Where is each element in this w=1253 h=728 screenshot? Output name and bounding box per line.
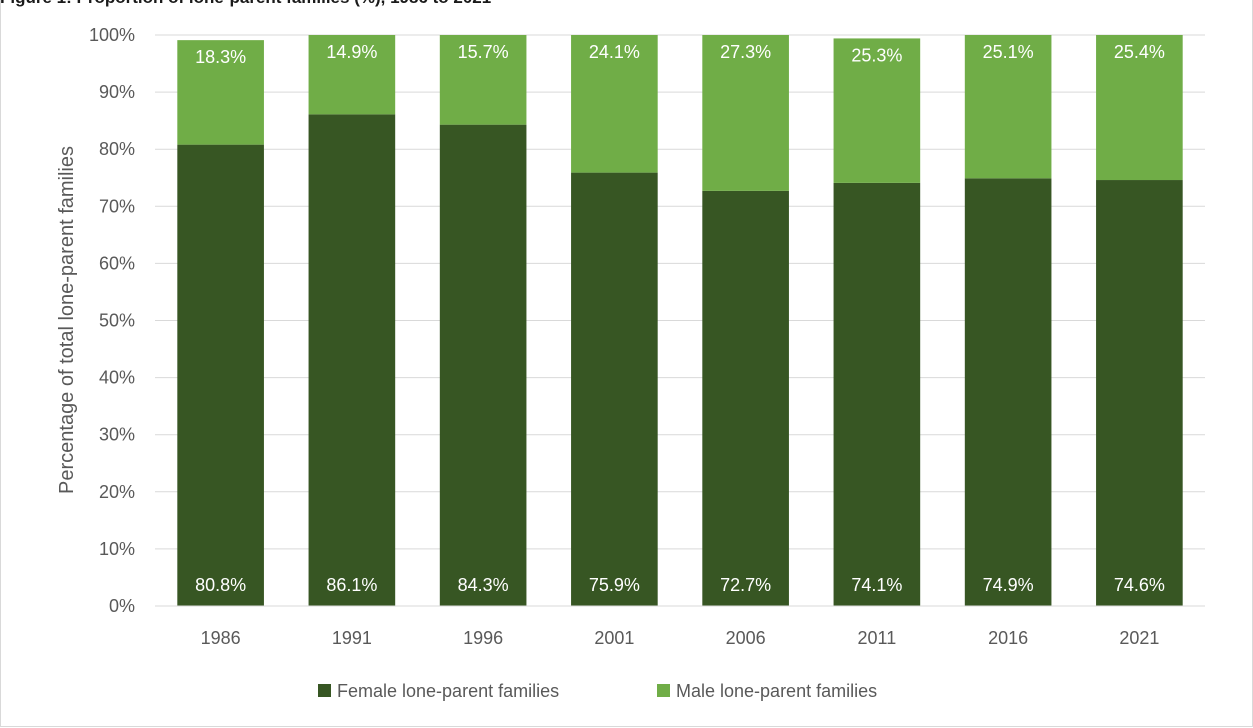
data-label-male: 27.3% [720,42,771,62]
y-tick-label: 0% [109,596,135,616]
x-tick-label: 1996 [463,628,503,648]
bar-male [439,35,527,125]
data-label-female: 86.1% [326,575,377,595]
data-label-male: 14.9% [326,42,377,62]
y-axis-label: Percentage of total lone-parent families [56,146,78,494]
data-label-female: 72.7% [720,575,771,595]
data-label-male: 25.1% [983,42,1034,62]
y-tick-label: 40% [99,368,135,388]
bar-male [177,40,264,145]
bar-female [177,144,264,606]
bar-female [1096,180,1183,606]
y-tick-label: 100% [89,25,135,45]
bar-female [308,114,396,606]
data-label-male: 15.7% [458,42,509,62]
bars [177,35,1183,607]
x-tick-label: 1986 [201,628,241,648]
data-label-female: 74.6% [1114,575,1165,595]
legend-label-male: Male lone-parent families [676,681,877,701]
data-label-female: 84.3% [458,575,509,595]
bar-male [964,35,1052,179]
legend-swatch-female [318,684,331,697]
bar-male [308,35,396,115]
data-label-female: 74.1% [851,575,902,595]
data-label-male: 24.1% [589,42,640,62]
legend-label-female: Female lone-parent families [337,681,559,701]
data-label-male: 25.3% [851,45,902,65]
y-tick-label: 20% [99,482,135,502]
data-label-female: 74.9% [983,575,1034,595]
data-label-male: 25.4% [1114,42,1165,62]
y-tick-label: 80% [99,139,135,159]
data-labels: 80.8% 18.3% 86.1% 14.9% 84.3% 15.7% 75.9% 24.1%… [195,42,1165,595]
data-label-female: 75.9% [589,575,640,595]
bar-female [439,124,527,606]
y-tick-label: 90% [99,82,135,102]
x-tick-label: 2016 [988,628,1028,648]
x-tick-label: 2001 [594,628,634,648]
legend-swatch-male [657,684,670,697]
bar-male [833,38,921,183]
bar-female [964,178,1052,607]
bar-male [1096,35,1183,181]
x-tick-label: 1991 [332,628,372,648]
x-tick-label: 2006 [726,628,766,648]
y-tick-label: 60% [99,253,135,273]
axes: 0% 10% 20% 30% 40% 50% 60% 70% 80% 90% 100% 1986 199… [89,25,1205,648]
data-label-female: 80.8% [195,575,246,595]
legend: Female lone-parent families Male lone-par… [318,681,877,701]
x-tick-label: 2011 [858,628,897,648]
y-tick-label: 10% [99,539,135,559]
y-tick-label: 30% [99,425,135,445]
bar-female [571,172,658,606]
data-label-male: 18.3% [195,47,246,67]
y-tick-label: 50% [99,311,135,331]
bar-female [833,182,921,606]
bar-male [702,35,789,191]
x-tick-label: 2021 [1119,628,1159,648]
chart-title: Figure 1: Proportion of lone-parent fami… [0,0,1253,10]
y-tick-label: 70% [99,196,135,216]
bar-male [571,35,658,173]
bar-female [702,190,789,606]
